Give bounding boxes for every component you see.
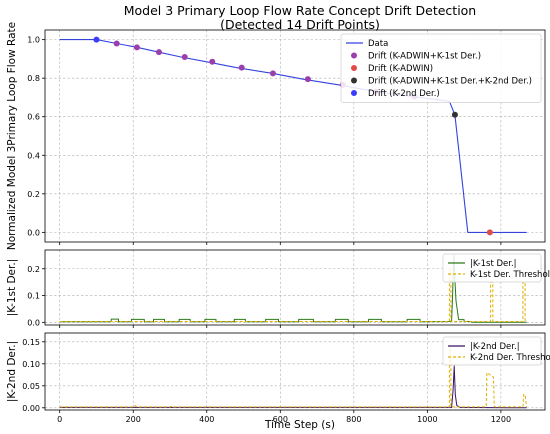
drift-point (269, 70, 276, 77)
y-tick-label: 0.15 (22, 338, 40, 347)
drift-point (209, 58, 216, 65)
y-tick-label: 0.10 (22, 360, 40, 369)
x-tick-label: 200 (126, 415, 141, 424)
x-tick-label: 0 (57, 415, 62, 424)
legend-label: K-1st Der. Threshold (470, 270, 550, 280)
y-tick-label: 0.6 (27, 113, 40, 122)
y-axis-label: |K-1st Der.| (6, 259, 18, 317)
y-tick-label: 0.1 (27, 292, 40, 301)
legend-box (442, 336, 542, 366)
drift-point (451, 111, 458, 118)
drift-point (486, 229, 493, 236)
y-tick-label: 0.00 (22, 404, 40, 413)
drift-point (238, 64, 245, 71)
series-line (59, 365, 527, 409)
chart-title: Model 3 Primary Loop Flow Rate Concept D… (124, 3, 476, 18)
drift-point (155, 49, 162, 56)
y-tick-label: 0.4 (27, 151, 40, 160)
chart-subtitle: (Detected 14 Drift Points) (220, 17, 380, 32)
drift-point (304, 76, 311, 83)
drift-point (181, 53, 188, 60)
plot-frame (44, 29, 546, 243)
plot-frame (44, 332, 546, 411)
series-line (59, 345, 528, 408)
y-tick-label: 0.0 (27, 228, 40, 237)
k1-derivative-panel: 0.00.10.2|K-1st Der.| |K-1st Der.|K-1st D… (6, 249, 550, 328)
x-tick-label: 1200 (491, 415, 511, 424)
drift-point (113, 40, 120, 47)
legend-dot-swatch (351, 52, 357, 59)
legend-label: Drift (K-2nd Der.) (368, 89, 440, 99)
y-axis-label: |K-2nd Der.| (6, 341, 18, 402)
legend-box (340, 33, 542, 103)
x-tick-label: 400 (199, 415, 214, 424)
legend-label: |K-1st Der.| (470, 259, 517, 269)
legend-dot-swatch (351, 90, 357, 96)
plot-frame (44, 249, 546, 326)
legend-label: Data (368, 39, 388, 49)
flow-rate-panel: 0.0 0.2 0.4 0.6 0.8 1.0 Normalized Model 3Prim… (6, 22, 546, 250)
y-tick-label: 0.2 (27, 190, 40, 199)
y-tick-label: 0.0 (27, 318, 40, 327)
y-tick-label: 0.2 (27, 265, 40, 274)
legend-label: Drift (K-ADWIN) (368, 64, 433, 74)
drift-point (93, 36, 100, 43)
y-axis-label: Normalized Model 3Primary Loop Flow Rate (6, 22, 18, 250)
legend-label: |K-2nd Der.| (470, 342, 520, 352)
legend-label: Drift (K-ADWIN+K-1st Der.+K-2nd Der.) (368, 77, 532, 87)
legend-label: Drift (K-ADWIN+K-1st Der.) (368, 52, 481, 62)
x-tick-label: 600 (273, 415, 288, 424)
x-tick-label: 800 (346, 415, 361, 424)
y-tick-label: 0.05 (22, 382, 40, 391)
series-line (59, 39, 527, 233)
drift-point (133, 44, 140, 51)
x-axis-label: Time Step (s) (264, 419, 335, 431)
y-tick-label: 1.0 (27, 36, 40, 45)
x-tick-label: 1000 (417, 415, 437, 424)
k2-derivative-panel: 0 200 400 600 800 1000 1200 0.00 0.05 0.10 0.15 |K-… (6, 332, 550, 424)
legend-box (442, 253, 542, 283)
legend-dot-swatch (351, 77, 357, 84)
legend-dot-swatch (351, 65, 357, 71)
legend-label: K-2nd Der. Threshold (470, 353, 550, 363)
y-tick-label: 0.8 (27, 74, 40, 83)
